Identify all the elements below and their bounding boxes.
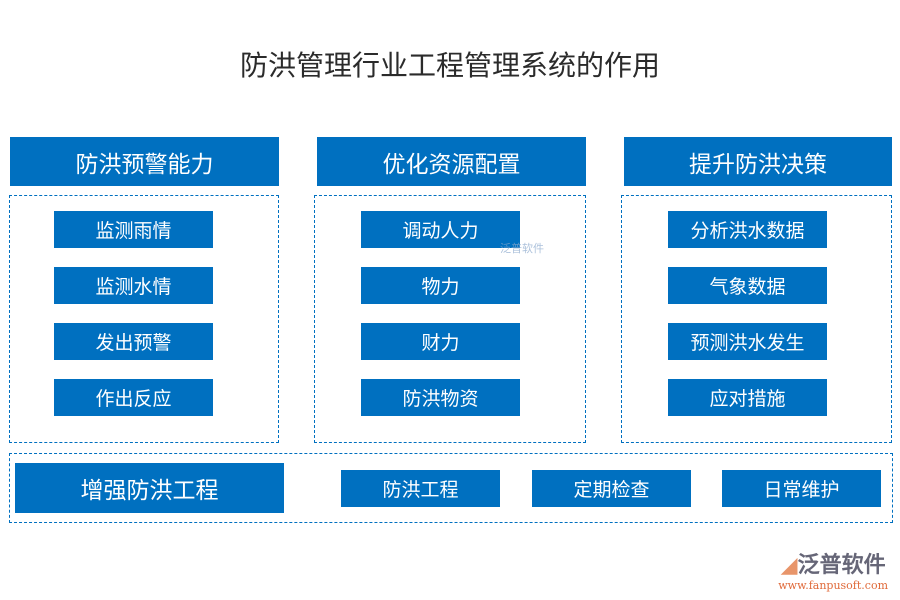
logo-url: www.fanpusoft.com [778,579,888,592]
logo-name: 泛普软件 [797,553,886,578]
bottom-header: 增强防洪工程 [15,463,284,513]
item: 防洪工程 [341,470,500,507]
column-panel [9,195,279,443]
column-panel [621,195,892,443]
item: 监测雨情 [54,211,213,248]
item: 定期检查 [532,470,691,507]
item: 应对措施 [668,379,827,416]
item: 调动人力 [361,211,520,248]
item: 发出预警 [54,323,213,360]
column-header: 优化资源配置 [317,137,586,186]
item: 预测洪水发生 [668,323,827,360]
item: 作出反应 [54,379,213,416]
item: 财力 [361,323,520,360]
column-panel [314,195,586,443]
bottom-panel [9,453,893,523]
item: 物力 [361,267,520,304]
item: 分析洪水数据 [668,211,827,248]
brand-logo: ◢泛普软件 www.fanpusoft.com [778,547,888,592]
column-header: 提升防洪决策 [624,137,892,186]
column-header: 防洪预警能力 [10,137,279,186]
item: 气象数据 [668,267,827,304]
page-title: 防洪管理行业工程管理系统的作用 [239,49,660,82]
item: 日常维护 [722,470,881,507]
item: 监测水情 [54,267,213,304]
item: 防洪物资 [361,379,520,416]
logo-icon: ◢ [780,553,798,578]
watermark: 泛普软件 [500,242,544,255]
